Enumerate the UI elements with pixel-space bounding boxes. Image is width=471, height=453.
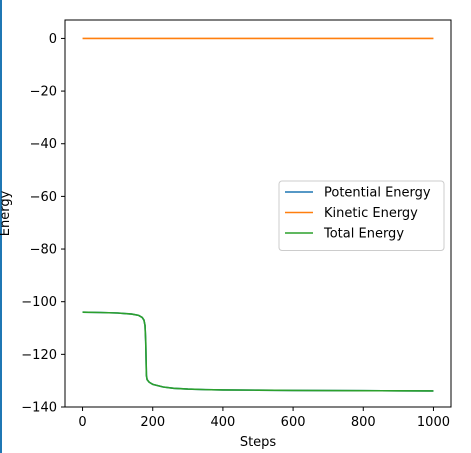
ticks-layer: 0 200 400 600 800 1000 0 −20 −40 −60 −80 −100 −120 −1… [21, 32, 450, 430]
y-tick-label: −20 [30, 85, 57, 100]
x-tick-label: 600 [281, 415, 306, 430]
x-tick-label: 0 [78, 415, 86, 430]
legend-items: Potential Energy Kinetic Energy Total Ener… [285, 186, 431, 242]
y-tick-label: −140 [21, 401, 57, 416]
y-axis-label: Energy [0, 190, 13, 236]
y-tick-label: −40 [30, 137, 57, 152]
y-tick-label: 0 [49, 32, 57, 47]
x-tick-label: 400 [210, 415, 235, 430]
x-tick-label: 1000 [417, 415, 450, 430]
potential-energy-line [82, 311, 434, 392]
legend: Potential Energy Kinetic Energy Total Ener… [278, 180, 445, 251]
x-axis-label: Steps [240, 435, 277, 450]
legend-box [278, 180, 445, 251]
x-tick-label: 200 [140, 415, 165, 430]
lines-layer [82, 37, 434, 392]
plot-area-frame [64, 19, 452, 408]
y-tick-label: −60 [30, 190, 57, 205]
window-edge [0, 0, 2, 453]
legend-label-potential-energy: Potential Energy [324, 186, 431, 201]
y-tick-label: −80 [30, 243, 57, 258]
y-tick-label: −120 [21, 348, 57, 363]
x-tick-label: 800 [351, 415, 376, 430]
y-tick-label: −100 [21, 295, 57, 310]
legend-label-kinetic-energy: Kinetic Energy [324, 206, 418, 221]
total-energy-line [82, 311, 434, 392]
legend-label-total-energy: Total Energy [323, 227, 404, 242]
